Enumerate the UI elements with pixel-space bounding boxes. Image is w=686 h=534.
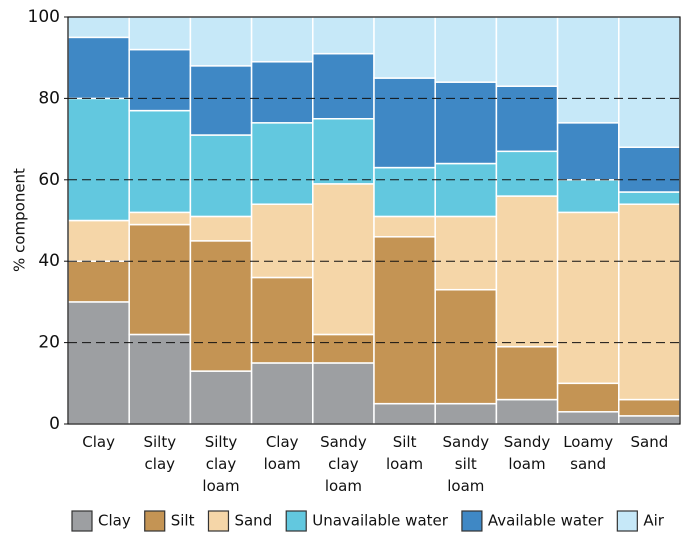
- bar-segment: [495, 345, 559, 401]
- bar-segment: [618, 398, 681, 417]
- bar-segment: [556, 179, 620, 214]
- bar-segment: [128, 48, 192, 112]
- legend-label: Sand: [234, 512, 272, 530]
- y-axis-label: % component: [11, 168, 29, 272]
- bar-segment: [67, 260, 130, 303]
- legend-label: Silt: [171, 512, 195, 530]
- bar-segment: [434, 162, 498, 218]
- x-tick-label: Silty clay loam: [202, 433, 239, 495]
- x-tick-label: Sandy clay loam: [320, 433, 367, 495]
- bar-segment: [250, 61, 314, 124]
- y-tick-label: 60: [38, 170, 60, 190]
- bar-segment: [556, 122, 620, 181]
- legend-swatch: [616, 510, 638, 532]
- bar-segment: [189, 65, 253, 136]
- bar-segment: [250, 203, 314, 279]
- bar-segment: [495, 398, 559, 425]
- x-tick-label: Clay loam: [264, 433, 301, 473]
- bar-segment: [618, 415, 681, 425]
- bar-segment: [250, 122, 314, 205]
- bar-segment: [250, 276, 314, 364]
- bar-segment: [189, 240, 253, 372]
- bar-segment: [495, 195, 559, 348]
- bar-segment: [495, 150, 559, 197]
- x-tick-label: Clay: [82, 433, 115, 451]
- bar-segment: [495, 16, 559, 87]
- x-tick-label: Sandy silt loam: [442, 433, 489, 495]
- legend-label: Available water: [488, 512, 604, 530]
- bar-segment: [373, 402, 436, 425]
- bar-segment: [128, 333, 192, 425]
- x-tick-label: Silt loam: [386, 433, 423, 473]
- y-tick-label: 0: [49, 414, 60, 434]
- bar-segment: [312, 362, 375, 425]
- bar-segment: [556, 382, 620, 413]
- legend-swatch: [207, 510, 230, 532]
- x-tick-label: Sandy loam: [504, 433, 551, 473]
- bar-segment: [495, 85, 559, 153]
- bar-segment: [434, 288, 498, 405]
- bar-segment: [128, 109, 192, 214]
- bar-segment: [312, 183, 375, 336]
- y-tick-label: 100: [28, 7, 60, 27]
- bar-segment: [618, 16, 681, 148]
- bar-segment: [373, 166, 436, 218]
- x-tick-label: Sand: [631, 433, 669, 451]
- y-tick-label: 20: [38, 333, 60, 353]
- bar-segment: [67, 16, 130, 39]
- bar-segment: [556, 16, 620, 124]
- bar-segment: [189, 16, 253, 67]
- legend-swatch: [461, 510, 483, 532]
- bar-segment: [312, 52, 375, 120]
- bar-segment: [189, 215, 253, 242]
- bar-segment: [67, 97, 130, 222]
- x-tick-label: Loamy sand: [563, 433, 613, 473]
- y-tick-label: 40: [38, 251, 60, 271]
- bar-segment: [189, 134, 253, 218]
- bar-segment: [556, 411, 620, 425]
- bar-segment: [250, 16, 314, 63]
- bar-segment: [556, 211, 620, 385]
- bar-segment: [373, 16, 436, 79]
- legend-label: Clay: [98, 512, 131, 530]
- bar-segment: [128, 16, 192, 51]
- bar-segment: [67, 219, 130, 262]
- bar-segment: [434, 81, 498, 165]
- x-tick-label: Silty clay: [143, 433, 176, 473]
- bar-segment: [618, 146, 681, 193]
- legend-swatch: [71, 510, 93, 532]
- bar-segment: [373, 236, 436, 405]
- bar-segment: [312, 118, 375, 185]
- bar-segment: [189, 370, 253, 425]
- bar-segment: [67, 301, 130, 425]
- bar-segment: [618, 203, 681, 401]
- y-tick-label: 80: [38, 88, 60, 108]
- legend-swatch: [285, 510, 307, 532]
- bar-segment: [373, 77, 436, 169]
- bar-segment: [434, 402, 498, 425]
- bar-segment: [618, 191, 681, 205]
- bar-segment: [434, 16, 498, 83]
- bar-segment: [128, 223, 192, 336]
- legend-label: Air: [643, 512, 664, 530]
- bar-segment: [312, 333, 375, 364]
- bar-segment: [373, 215, 436, 238]
- bar-segment: [434, 215, 498, 291]
- legend-label: Unavailable water: [312, 512, 449, 530]
- bar-segment: [312, 16, 375, 55]
- bar-segment: [128, 211, 192, 226]
- bar-segment: [250, 362, 314, 425]
- plot-frame: [67, 16, 681, 425]
- bar-segment: [67, 36, 130, 100]
- legend-swatch: [144, 510, 166, 532]
